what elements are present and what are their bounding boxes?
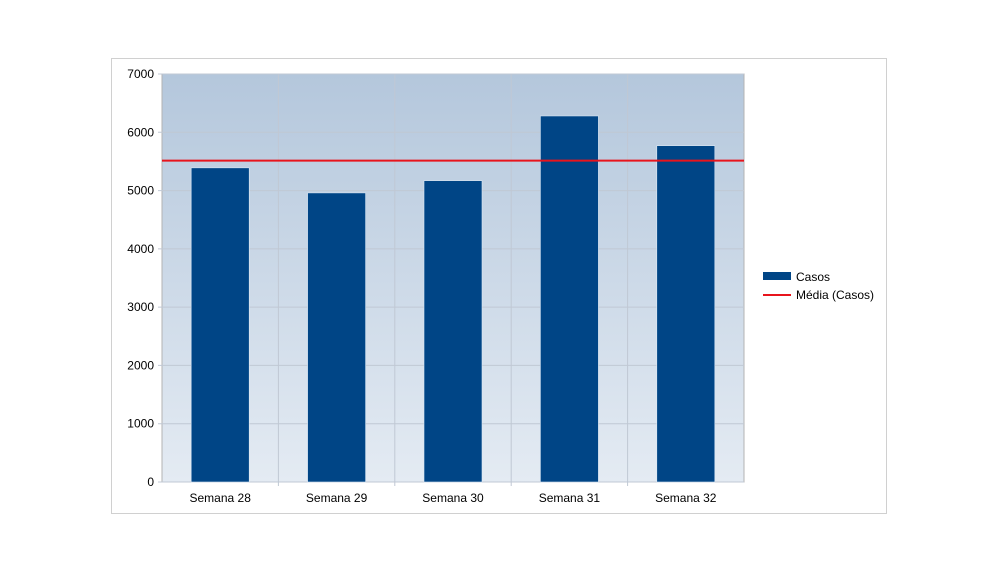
x-tick-label: Semana 31 (539, 491, 601, 505)
legend-swatch-casos (763, 272, 791, 280)
y-tick-label: 2000 (127, 358, 154, 372)
x-tick-label: Semana 30 (422, 491, 484, 505)
bar-casos (190, 167, 250, 483)
x-tick-label: Semana 29 (306, 491, 368, 505)
x-tick-label: Semana 28 (190, 491, 252, 505)
y-tick-label: 4000 (127, 242, 154, 256)
y-tick-label: 0 (147, 475, 154, 489)
legend: Casos Média (Casos) (763, 270, 874, 302)
bar-casos (307, 192, 366, 483)
legend-label-casos: Casos (796, 270, 830, 284)
y-tick-label: 7000 (127, 67, 154, 81)
y-tick-label: 3000 (127, 300, 154, 314)
y-tick-label: 5000 (127, 184, 154, 198)
y-tick-label: 6000 (127, 125, 154, 139)
y-tick-label: 1000 (127, 417, 154, 431)
bar-casos (423, 180, 483, 483)
bar-casos (540, 115, 599, 483)
bar-casos (656, 145, 716, 483)
x-tick-label: Semana 32 (655, 491, 717, 505)
legend-label-media: Média (Casos) (796, 288, 874, 302)
